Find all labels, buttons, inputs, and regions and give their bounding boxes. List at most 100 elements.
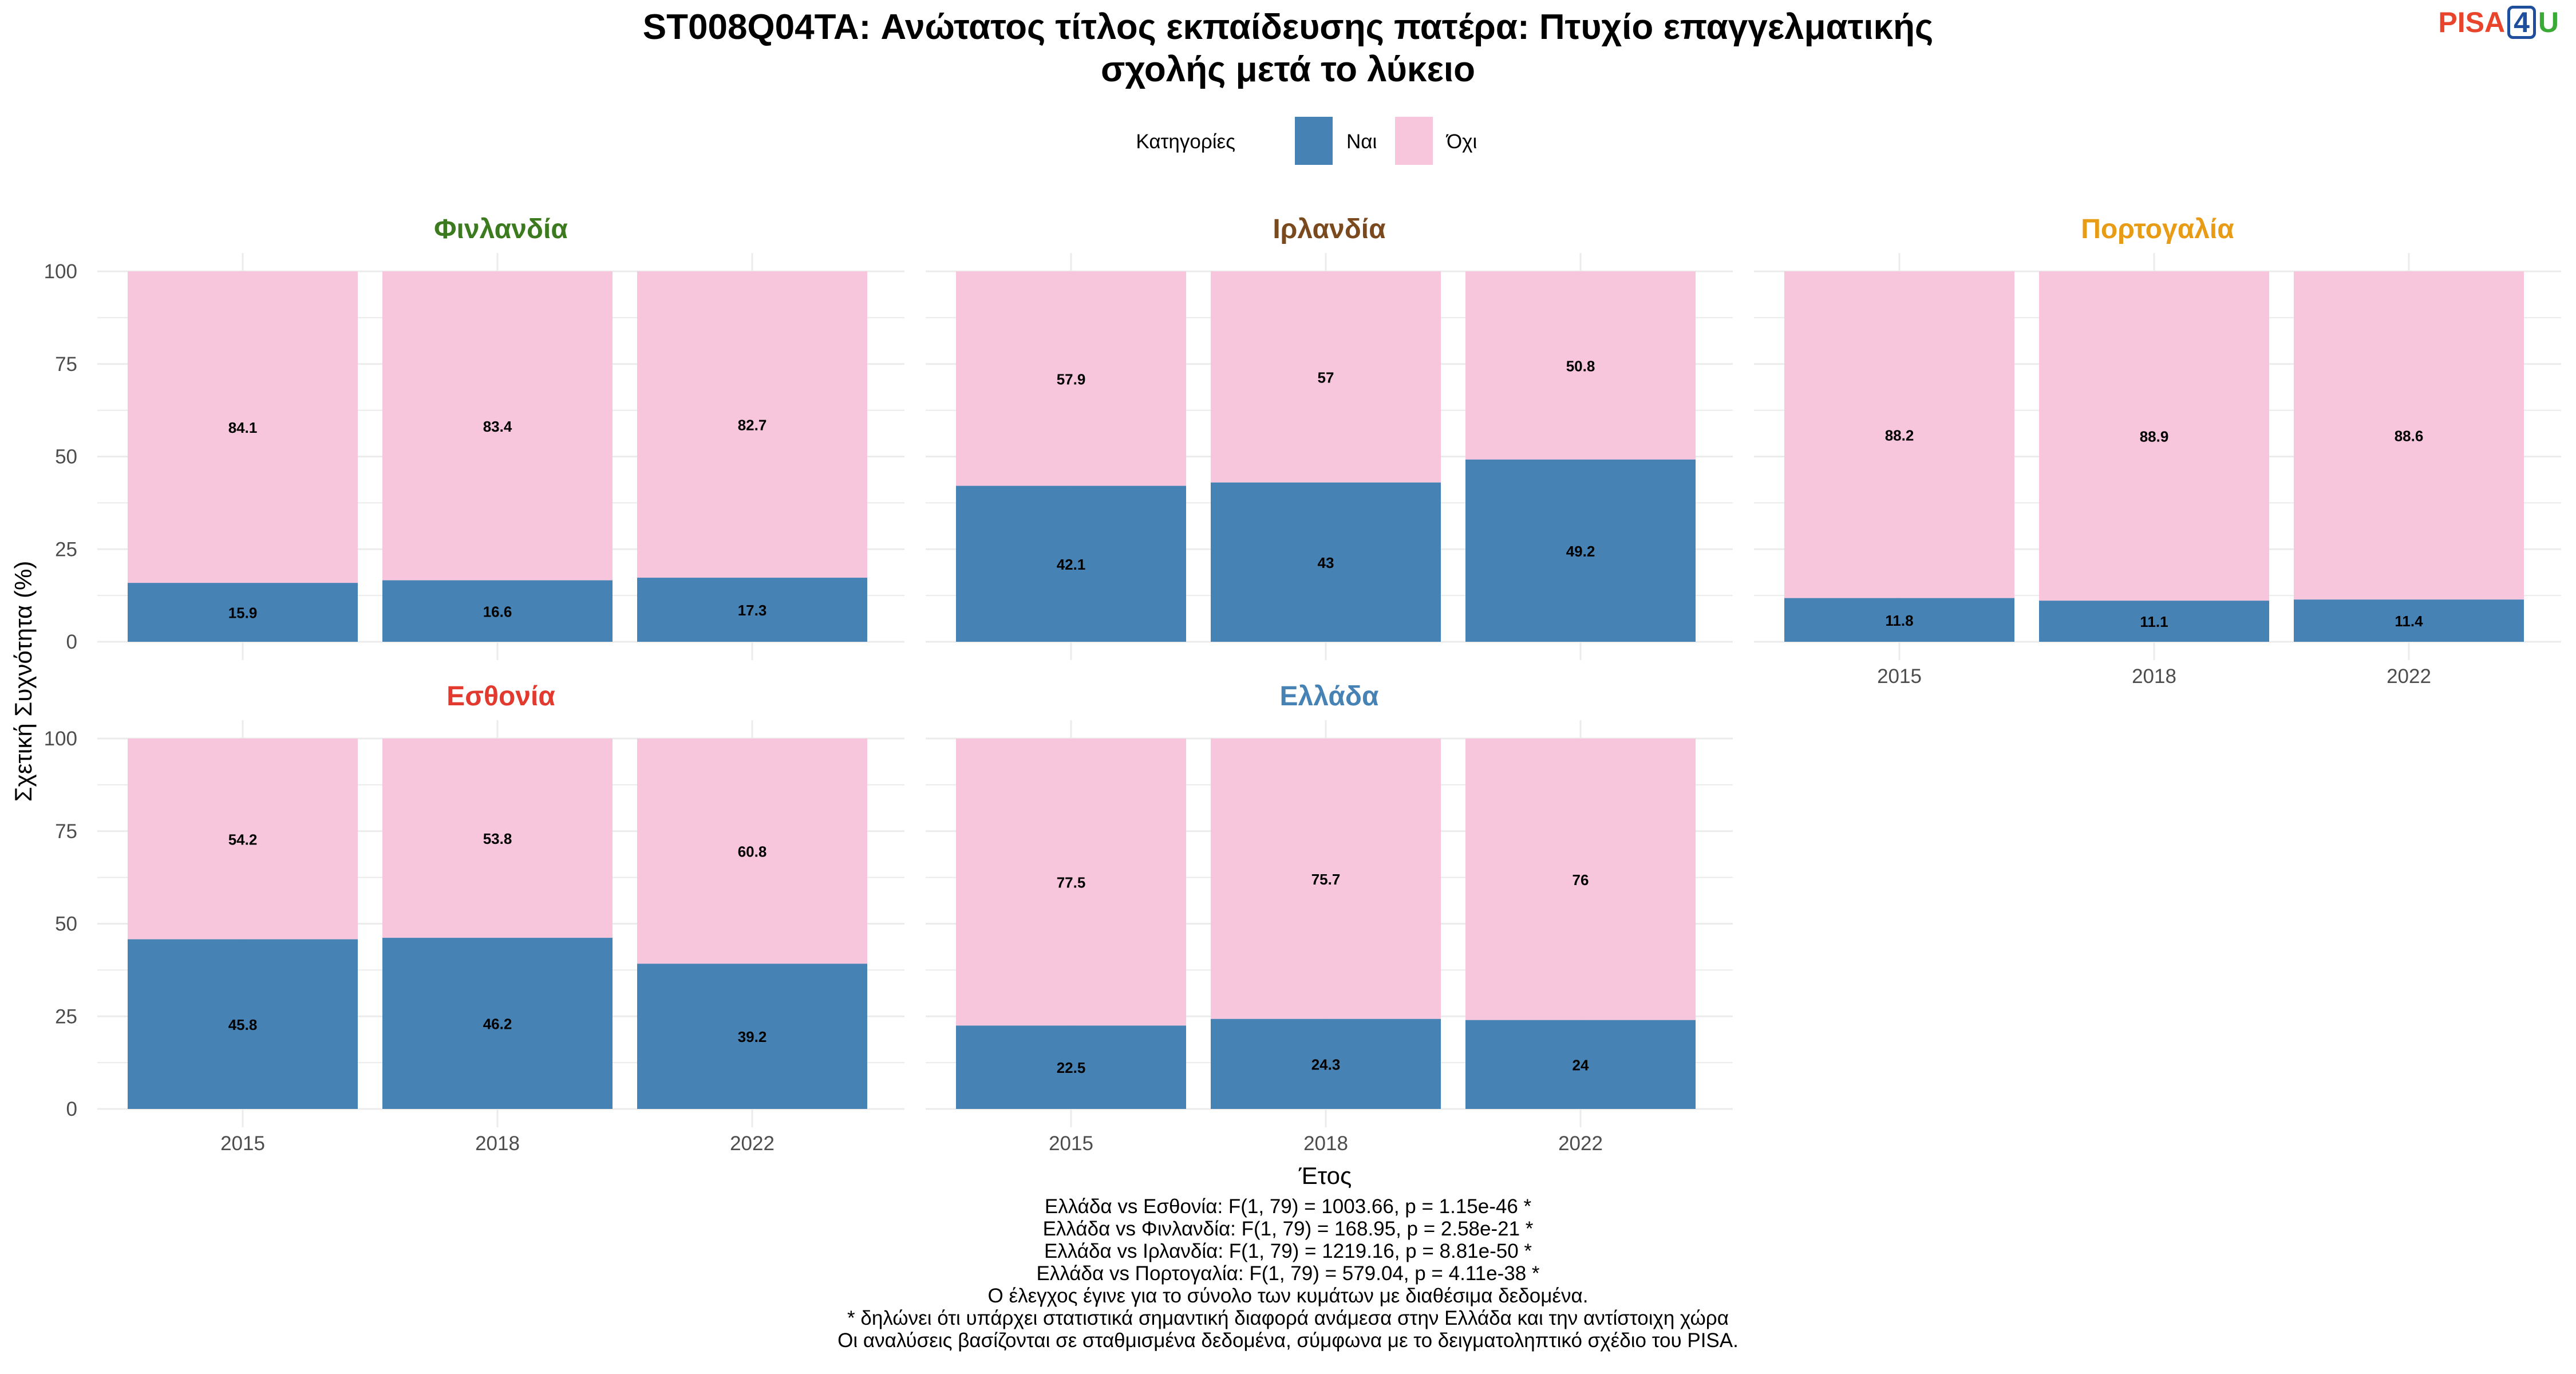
facet-panel: Ιρλανδία 42.1 57.9 43 57 49.2 50.8 <box>926 214 1733 660</box>
bar-segment-no <box>637 739 867 964</box>
data-label-no: 83.4 <box>483 418 512 435</box>
data-label-no: 75.7 <box>1311 871 1341 888</box>
bar-segment-yes <box>382 580 613 642</box>
data-label-no: 76 <box>1573 871 1589 889</box>
bar-segment-yes <box>382 938 613 1109</box>
facet-title: Ιρλανδία <box>1273 214 1386 244</box>
legend-label-yes: Ναι <box>1346 131 1377 153</box>
y-axis-label: Σχετική Συχνότητα (%) <box>10 561 37 802</box>
bar-segment-yes <box>1784 598 2014 642</box>
legend-label-no: Όχι <box>1445 131 1477 153</box>
legend-swatch-no <box>1395 117 1433 165</box>
legend-swatch-yes <box>1295 117 1333 165</box>
y-tick-label: 100 <box>44 728 77 750</box>
x-axis-label: Έτος <box>1298 1162 1352 1189</box>
data-label-no: 54.2 <box>228 831 258 848</box>
data-label-no: 88.9 <box>2140 428 2169 445</box>
logo-part-1: PISA <box>2438 6 2506 38</box>
y-tick-label: 50 <box>55 913 77 935</box>
data-label-yes: 43 <box>1318 554 1334 571</box>
y-tick-label: 50 <box>55 446 77 468</box>
bar-segment-yes <box>2294 599 2524 642</box>
note-line: Οι αναλύσεις βασίζονται σε σταθμισμένα δ… <box>837 1329 1739 1352</box>
facet-panel: Εσθονία 0 25 50 75 100 45.8 54.2 46.2 53.8 39.2 60.… <box>44 681 904 1155</box>
y-tick-label: 100 <box>44 260 77 283</box>
note-line: Ελλάδα vs Ιρλανδία: F(1, 79) = 1219.16, … <box>1044 1240 1532 1262</box>
bar-segment-no <box>1784 271 2014 598</box>
data-label-no: 57.9 <box>1057 370 1086 388</box>
data-label-no: 53.8 <box>483 830 512 847</box>
data-label-no: 60.8 <box>738 843 767 860</box>
x-tick-label: 2015 <box>1049 1132 1093 1155</box>
facet-panel: Πορτογαλία 11.8 88.2 11.1 88.9 11.4 88.6 2015 20… <box>1754 214 2561 688</box>
x-tick-label: 2015 <box>1877 665 1922 688</box>
statistical-notes: Ελλάδα vs Εσθονία: F(1, 79) = 1003.66, p… <box>0 1195 2576 1352</box>
bar-segment-yes <box>637 578 867 642</box>
y-tick-label: 75 <box>55 820 77 843</box>
y-tick-label: 0 <box>66 631 77 653</box>
y-tick-label: 25 <box>55 538 77 560</box>
facet-title: Εσθονία <box>447 681 555 712</box>
bar-segment-yes <box>128 583 358 642</box>
bar-segment-no <box>382 271 613 581</box>
logo-part-2: 4 <box>2507 6 2536 39</box>
data-label-yes: 11.1 <box>2140 613 2168 630</box>
data-label-yes: 24.3 <box>1311 1056 1341 1073</box>
data-label-yes: 15.9 <box>228 605 258 622</box>
bar-segment-no <box>382 739 613 938</box>
note-line: Ελλάδα vs Φινλανδία: F(1, 79) = 168.95, … <box>1042 1218 1534 1240</box>
y-tick-label: 75 <box>55 353 77 376</box>
x-tick-label: 2018 <box>475 1132 520 1155</box>
bar-segment-yes <box>1465 1020 1696 1109</box>
bar-segment-no <box>637 271 867 578</box>
bar-segment-no <box>2294 271 2524 600</box>
data-label-yes: 49.2 <box>1566 543 1595 560</box>
note-line: Ελλάδα vs Εσθονία: F(1, 79) = 1003.66, p… <box>1044 1195 1532 1218</box>
data-label-yes: 42.1 <box>1057 556 1086 573</box>
facet-panel: Φινλανδία 0 25 50 75 100 15.9 84.1 16.6 83.4 17.3 8… <box>44 214 904 660</box>
bar-segment-yes <box>956 485 1186 642</box>
data-label-yes: 46.2 <box>483 1016 512 1033</box>
chart-title-line-1: ST008Q04TA: Ανώτατος τίτλος εκπαίδευσης … <box>643 7 1933 47</box>
x-tick-label: 2015 <box>220 1132 265 1155</box>
data-label-yes: 39.2 <box>738 1028 767 1045</box>
x-tick-label: 2022 <box>1558 1132 1603 1155</box>
data-label-no: 82.7 <box>738 417 767 434</box>
y-tick-label: 0 <box>66 1098 77 1120</box>
data-label-yes: 17.3 <box>738 602 767 619</box>
data-label-no: 50.8 <box>1566 357 1595 374</box>
data-label-yes: 11.8 <box>1885 612 1913 629</box>
data-label-yes: 22.5 <box>1057 1059 1086 1076</box>
bar-segment-no <box>1211 739 1441 1019</box>
bar-segment-no <box>128 739 358 939</box>
note-line: * δηλώνει ότι υπάρχει στατιστικά σημαντι… <box>847 1307 1729 1329</box>
bar-segment-no <box>128 271 358 583</box>
bar-segment-yes <box>956 1025 1186 1109</box>
x-tick-label: 2022 <box>2387 665 2431 688</box>
bar-segment-no <box>2039 271 2269 601</box>
x-tick-label: 2018 <box>2132 665 2176 688</box>
data-label-no: 84.1 <box>228 419 258 436</box>
bar-segment-no <box>956 739 1186 1026</box>
x-tick-label: 2022 <box>730 1132 775 1155</box>
legend-title: Κατηγορίες <box>1136 131 1235 153</box>
bar-segment-no <box>1465 271 1696 460</box>
bar-segment-yes <box>1211 482 1441 642</box>
facet-panels: Φινλανδία 0 25 50 75 100 15.9 84.1 16.6 83.4 17.3 8… <box>44 214 2561 1155</box>
pisa4u-logo: PISA 4 U <box>2438 6 2559 39</box>
bar-segment-no <box>956 271 1186 486</box>
y-tick-label: 25 <box>55 1005 77 1028</box>
data-label-yes: 45.8 <box>228 1016 258 1033</box>
facet-panel: Ελλάδα 22.5 77.5 24.3 75.7 24 76 2015 2018 2022 <box>926 681 1733 1155</box>
data-label-no: 88.2 <box>1885 427 1914 444</box>
facet-title: Φινλανδία <box>434 214 568 244</box>
facet-title: Ελλάδα <box>1280 681 1379 712</box>
data-label-yes: 11.4 <box>2395 613 2423 630</box>
bar-segment-no <box>1465 739 1696 1020</box>
chart-title-line-2: σχολής μετά το λύκειο <box>1101 50 1475 89</box>
note-line: Ο έλεγχος έγινε για το σύνολο των κυμάτω… <box>987 1285 1589 1307</box>
bar-segment-yes <box>637 964 867 1109</box>
bar-segment-yes <box>1211 1018 1441 1109</box>
data-label-no: 57 <box>1318 369 1334 386</box>
